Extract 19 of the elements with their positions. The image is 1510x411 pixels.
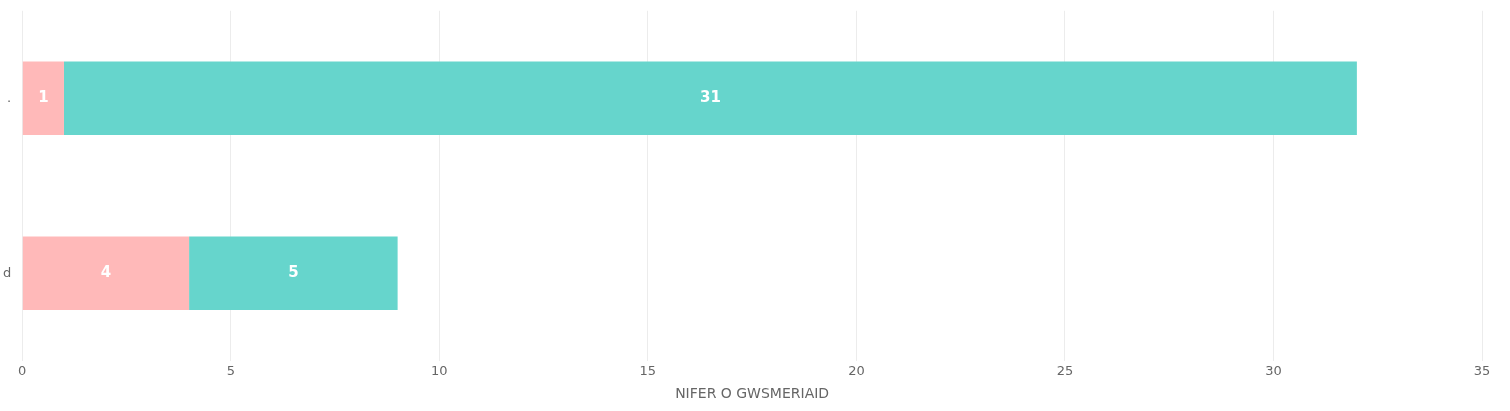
x-tick-label: 25 <box>1056 362 1074 378</box>
x-tick-label: 35 <box>1473 362 1491 378</box>
x-tick-label: 5 <box>226 362 235 378</box>
y-tick-label: . <box>7 89 12 105</box>
x-tick-label: 0 <box>18 362 27 378</box>
bar <box>22 61 64 135</box>
bar <box>22 236 190 310</box>
x-tick-label: 20 <box>848 362 865 378</box>
bar <box>63 61 1357 135</box>
bar <box>189 236 398 310</box>
x-tick-label: 30 <box>1265 362 1282 378</box>
x-tick-label: 15 <box>639 362 657 378</box>
data-label: 4 <box>100 263 112 282</box>
x-tick-label: 10 <box>431 362 448 378</box>
y-tick-label: d <box>2 264 12 280</box>
data-label: 1 <box>38 88 49 107</box>
x-axis-title: NIFER O GWSMERIAID <box>675 385 830 402</box>
data-label: 31 <box>699 88 721 107</box>
data-label: 5 <box>288 263 299 282</box>
